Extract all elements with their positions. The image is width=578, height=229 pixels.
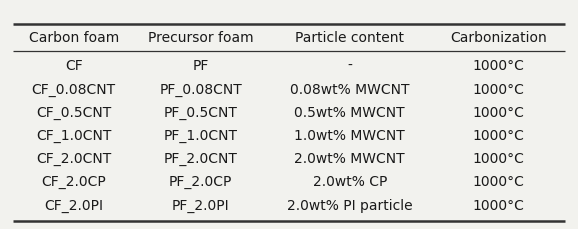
Text: Precursor foam: Precursor foam [148,31,254,45]
Text: 1000°C: 1000°C [473,82,525,96]
Text: 1.0wt% MWCNT: 1.0wt% MWCNT [294,129,405,143]
Text: 1000°C: 1000°C [473,106,525,120]
Text: PF_0.5CNT: PF_0.5CNT [164,106,238,120]
Text: CF_1.0CNT: CF_1.0CNT [36,129,112,143]
Text: CF_2.0CP: CF_2.0CP [41,175,106,189]
Text: 1000°C: 1000°C [473,152,525,166]
Text: 0.5wt% MWCNT: 0.5wt% MWCNT [294,106,405,120]
Text: PF_2.0PI: PF_2.0PI [172,199,229,213]
Text: PF_0.08CNT: PF_0.08CNT [160,82,242,96]
Text: 1000°C: 1000°C [473,59,525,73]
Text: CF: CF [65,59,83,73]
Text: 1000°C: 1000°C [473,175,525,189]
Text: -: - [347,59,352,73]
Text: Carbonization: Carbonization [450,31,547,45]
Text: PF_2.0CP: PF_2.0CP [169,175,232,189]
Text: Carbon foam: Carbon foam [28,31,118,45]
Text: 2.0wt% CP: 2.0wt% CP [313,175,387,189]
Text: CF_0.5CNT: CF_0.5CNT [36,106,111,120]
Text: PF_1.0CNT: PF_1.0CNT [164,129,238,143]
Text: CF_2.0PI: CF_2.0PI [44,199,103,213]
Text: PF_2.0CNT: PF_2.0CNT [164,152,238,166]
Text: 1000°C: 1000°C [473,129,525,143]
Text: 2.0wt% PI particle: 2.0wt% PI particle [287,199,413,213]
Text: Particle content: Particle content [295,31,404,45]
Text: 0.08wt% MWCNT: 0.08wt% MWCNT [290,82,409,96]
Text: 2.0wt% MWCNT: 2.0wt% MWCNT [294,152,405,166]
Text: CF_2.0CNT: CF_2.0CNT [36,152,111,166]
Text: PF: PF [192,59,209,73]
Text: 1000°C: 1000°C [473,199,525,213]
Text: CF_0.08CNT: CF_0.08CNT [32,82,116,96]
